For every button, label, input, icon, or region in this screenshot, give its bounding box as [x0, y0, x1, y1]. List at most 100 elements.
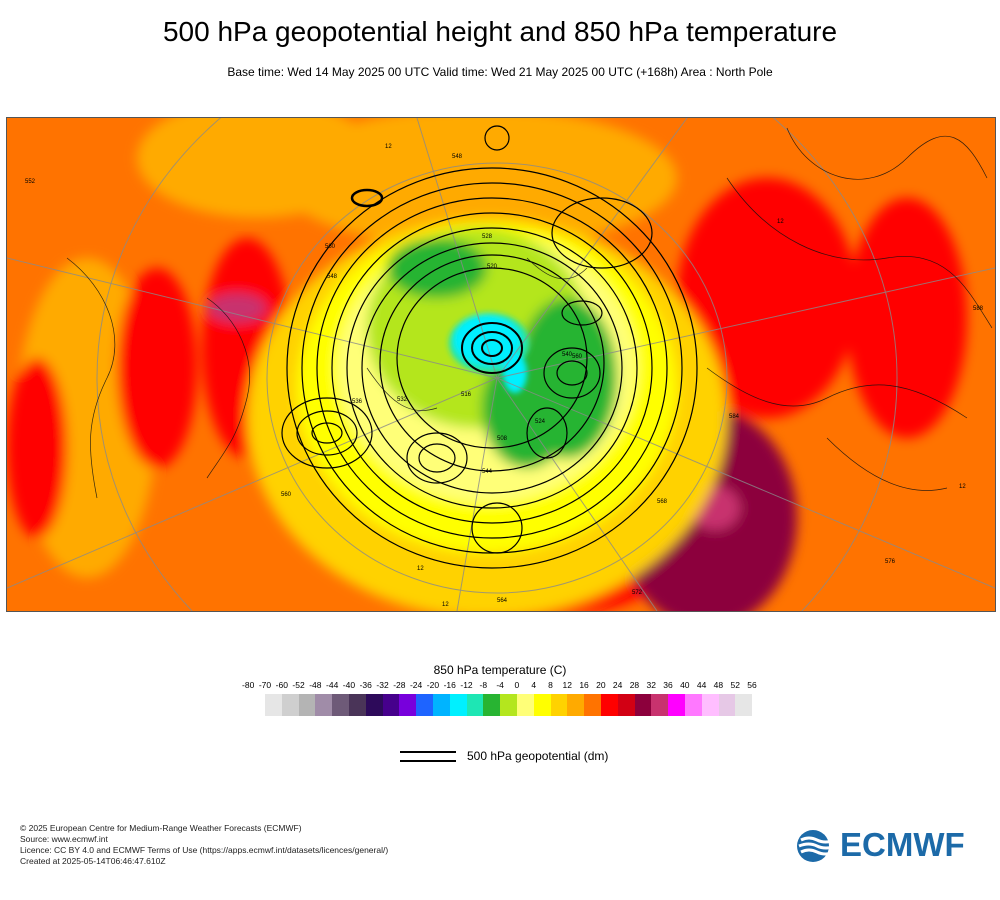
contour-label: 560 — [572, 354, 583, 360]
legend-tick-label: -16 — [443, 680, 456, 690]
graticule — [7, 118, 995, 611]
ecmwf-logo[interactable]: ECMWF — [795, 826, 985, 866]
legend-title: 850 hPa temperature (C) — [433, 663, 567, 677]
contour-label: 548 — [327, 274, 338, 280]
legend-tick-label: -40 — [342, 680, 356, 690]
contour-label: 544 — [482, 469, 493, 475]
legend-color-swatch — [365, 694, 383, 716]
temperature-field — [7, 118, 967, 611]
legend-color-swatch — [298, 694, 316, 716]
legend-tick-label: 24 — [612, 680, 623, 690]
contour-label: 12 — [777, 219, 784, 225]
legend-color-swatch — [668, 694, 685, 716]
legend-color-swatch — [567, 694, 585, 716]
legend-tick-label: -24 — [409, 680, 423, 690]
legend-color-swatch — [634, 694, 652, 716]
contour-label: 516 — [461, 392, 472, 398]
legend-tick-label: 44 — [696, 680, 707, 690]
legend-tick-label: -48 — [309, 680, 322, 690]
footer-created: Created at 2025-05-14T06:46:47.610Z — [20, 856, 166, 866]
legend-tick-label: 20 — [596, 680, 606, 690]
footer-copyright: © 2025 European Centre for Medium-Range … — [20, 823, 302, 833]
legend-color-swatch — [684, 694, 702, 716]
legend-tick-label: -36 — [359, 680, 372, 690]
legend-tick-label: 52 — [730, 680, 740, 690]
contour-label: 576 — [885, 559, 896, 565]
chart-title: 500 hPa geopotential height and 850 hPa … — [162, 16, 838, 47]
contour-label: 528 — [482, 234, 493, 240]
legend-color-swatch — [416, 694, 433, 716]
forecast-map[interactable]: 552 12 548 560 528 540 532 516 524 508 5… — [6, 117, 996, 612]
contour-label: 560 — [281, 492, 292, 498]
contour-label: 12 — [417, 566, 424, 572]
contour-label: 552 — [25, 179, 36, 185]
map-svg: 552 12 548 560 528 540 532 516 524 508 5… — [7, 118, 995, 611]
footer-licence: Licence: CC BY 4.0 and ECMWF Terms of Us… — [20, 845, 389, 855]
legend-tick-label: 40 — [680, 680, 690, 690]
footer-credits: © 2025 European Centre for Medium-Range … — [20, 823, 388, 867]
legend-color-swatch — [584, 694, 601, 716]
contour-label: 12 — [442, 602, 449, 608]
contour-label: 520 — [487, 264, 498, 270]
legend-tick-label: -44 — [326, 680, 339, 690]
legend-tick-label: -28 — [393, 680, 406, 690]
contour-label: 568 — [657, 499, 668, 505]
contour-label: 508 — [497, 436, 508, 442]
contour-label: 564 — [497, 598, 508, 604]
legend-tick-labels: -80 -70 -60 -52 -48 -44 -40 -36 -32 -28 -24 -20 -16-… — [0, 680, 1000, 692]
legend-color-swatch — [432, 694, 450, 716]
footer-source: Source: www.ecmwf.int — [20, 834, 108, 844]
legend-color-swatch — [399, 694, 417, 716]
legend-tick-label: 0 — [514, 680, 520, 690]
contour-label: 588 — [973, 306, 984, 312]
legend-color-swatch — [382, 694, 400, 716]
ecmwf-logo-icon — [797, 830, 837, 862]
legend-tick-label: -20 — [426, 680, 440, 690]
legend-color-swatch — [348, 694, 366, 716]
legend-tick-label: -12 — [460, 680, 473, 690]
legend-color-swatch — [701, 694, 719, 716]
contour-label: 540 — [562, 352, 573, 358]
contour-label: 12 — [385, 144, 392, 150]
legend-tick-label: -32 — [376, 680, 389, 690]
legend-tick-label: -8 — [479, 680, 488, 690]
legend-color-swatch — [651, 694, 669, 716]
legend-tick-label: 16 — [579, 680, 589, 690]
legend-tick-label: 12 — [562, 680, 572, 690]
legend-tick-label: -4 — [496, 680, 504, 690]
legend-tick-label: -52 — [292, 680, 305, 690]
legend-color-swatch — [466, 694, 484, 716]
legend-color-swatch — [617, 694, 635, 716]
contour-label: 532 — [397, 397, 408, 403]
legend-color-swatch — [332, 694, 349, 716]
ecmwf-logo-text: ECMWF — [840, 826, 965, 863]
legend-tick-label: -70 — [258, 680, 272, 690]
legend-color-swatch — [735, 694, 753, 716]
legend-color-swatch — [533, 694, 551, 716]
legend-color-swatch — [483, 694, 501, 716]
legend-tick-label: 32 — [646, 680, 656, 690]
contour-labels: 552 12 548 560 528 540 532 516 524 508 5… — [25, 144, 984, 608]
contour-label: 12 — [959, 484, 966, 490]
legend-tick-label: 28 — [629, 680, 640, 690]
coastlines — [66, 127, 993, 499]
legend-line-sample — [400, 760, 456, 762]
legend-tick-label: 36 — [663, 680, 673, 690]
contour-label: 524 — [535, 419, 546, 425]
legend-color-swatch — [718, 694, 736, 716]
legend-tick-label: -60 — [275, 680, 288, 690]
legend-color-swatch — [281, 694, 299, 716]
geopotential-contours — [281, 125, 698, 569]
legend-tick-label: 56 — [747, 680, 757, 690]
contour-label: 584 — [729, 414, 740, 420]
legend-color-swatch — [600, 694, 618, 716]
legend-tick-label: -80 — [242, 680, 255, 690]
legend-color-swatch — [500, 694, 517, 716]
legend-color-swatch — [449, 694, 467, 716]
legend-colorbar — [265, 694, 753, 716]
contour-label: 572 — [632, 590, 643, 596]
legend-color-swatch — [315, 694, 333, 716]
legend-color-swatch — [550, 694, 568, 716]
contour-label: 560 — [325, 244, 336, 250]
contour-label: 536 — [352, 399, 363, 405]
